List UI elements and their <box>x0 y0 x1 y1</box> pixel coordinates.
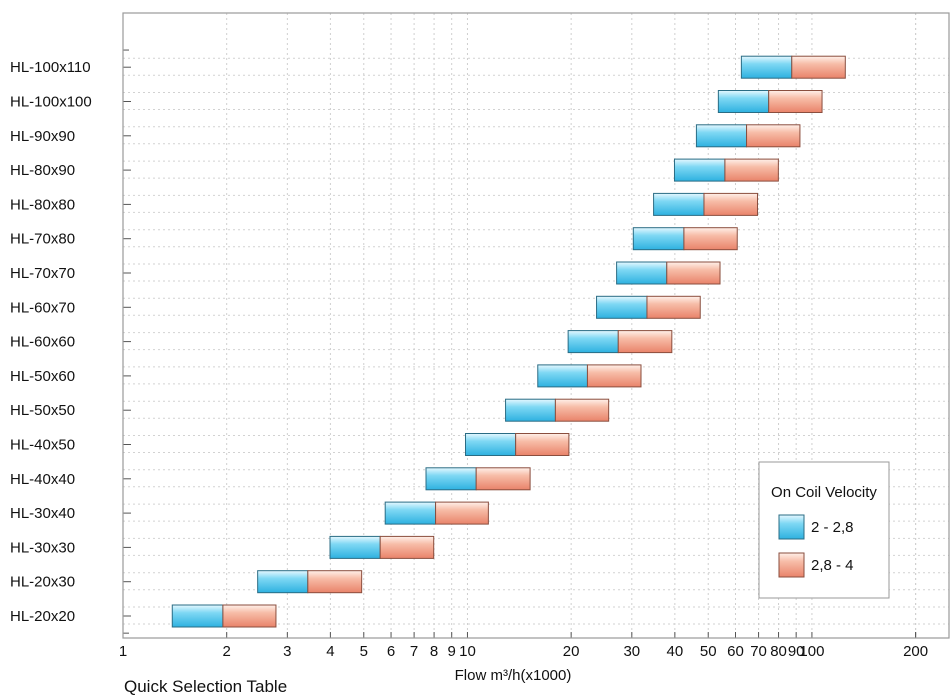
x-axis-title: Flow m³/h(x1000) <box>455 667 572 684</box>
category-label: HL-100x100 <box>10 94 92 111</box>
bar-low-velocity <box>673 158 726 182</box>
bar-high-velocity <box>646 295 701 319</box>
category-labels: HL-20x20 HL-20x30 HL-30x30 HL-30x40 HL-40x40… <box>10 59 92 625</box>
legend-label-high-velocity: 2,8 - 4 <box>811 557 854 574</box>
category-label: HL-80x80 <box>10 196 75 213</box>
bar-low-velocity <box>616 261 668 285</box>
category-label: HL-80x90 <box>10 162 75 179</box>
category-label: HL-70x80 <box>10 231 75 248</box>
bar-high-velocity <box>746 124 801 148</box>
bar-high-velocity <box>515 433 570 456</box>
bar-low-velocity <box>695 124 748 148</box>
bar-low-velocity <box>632 227 685 251</box>
category-label: HL-50x60 <box>10 368 75 385</box>
legend-swatch-high-velocity <box>778 552 805 578</box>
category-label: HL-70x70 <box>10 265 75 282</box>
category-label: HL-60x70 <box>10 299 75 316</box>
bar-high-velocity <box>791 55 846 79</box>
bar-low-velocity <box>596 295 648 319</box>
x-tick-label: 80 <box>770 643 787 660</box>
bar-low-velocity <box>425 467 477 491</box>
legend-swatch-low-velocity <box>778 514 805 540</box>
bar-high-velocity <box>475 467 531 491</box>
category-label: HL-20x20 <box>10 608 75 625</box>
x-tick-label: 50 <box>700 643 717 660</box>
bar-low-velocity <box>171 604 224 628</box>
bar-low-velocity <box>465 433 517 456</box>
x-tick-label: 100 <box>799 643 824 660</box>
x-tick-label: 70 <box>750 643 767 660</box>
x-tick-label: 4 <box>326 643 334 660</box>
category-label: HL-30x40 <box>10 505 75 522</box>
bar-low-velocity <box>567 330 619 354</box>
x-tick-label: 60 <box>727 643 744 660</box>
bar-low-velocity <box>384 501 437 525</box>
plot-frame <box>122 12 950 639</box>
category-label: HL-100x110 <box>10 59 91 76</box>
x-tick-label: 30 <box>623 643 640 660</box>
bar-low-velocity <box>653 192 705 216</box>
bars <box>171 55 846 628</box>
bar-high-velocity <box>666 261 721 285</box>
x-tick-label: 90 <box>788 643 805 660</box>
x-tick-label: 5 <box>360 643 368 660</box>
category-label: HL-50x50 <box>10 402 75 419</box>
bar-high-velocity <box>617 330 673 354</box>
x-tick-label: 8 <box>430 643 438 660</box>
x-tick-label: 1 <box>119 643 127 660</box>
bar-low-velocity <box>329 535 381 559</box>
x-tick-label: 2 <box>223 643 231 660</box>
bar-low-velocity <box>717 90 770 113</box>
category-label: HL-30x30 <box>10 539 75 556</box>
bar-high-velocity <box>379 535 435 559</box>
x-tick-label: 3 <box>283 643 291 660</box>
bar-low-velocity <box>537 364 588 388</box>
x-tick-label: 200 <box>903 643 928 660</box>
bar-high-velocity <box>703 192 758 216</box>
bar-high-velocity <box>724 158 779 182</box>
category-label: HL-40x40 <box>10 471 75 488</box>
bar-high-velocity <box>768 90 823 113</box>
category-label: HL-90x90 <box>10 128 75 145</box>
category-label: HL-20x30 <box>10 574 75 591</box>
bar-high-velocity <box>683 227 738 251</box>
chart-caption: Quick Selection Table <box>124 677 287 696</box>
x-tick-label: 6 <box>387 643 395 660</box>
legend-label-low-velocity: 2 - 2,8 <box>811 519 854 536</box>
bar-high-velocity <box>586 364 642 388</box>
x-tick-label: 7 <box>410 643 418 660</box>
bar-high-velocity <box>307 570 363 594</box>
x-tick-label: 20 <box>563 643 580 660</box>
bar-high-velocity <box>554 398 610 422</box>
x-tick-label: 10 <box>459 643 476 660</box>
bar-high-velocity <box>435 501 489 525</box>
x-tick-label: 9 <box>448 643 456 660</box>
legend: On Coil Velocity 2 - 2,8 2,8 - 4 <box>758 461 890 599</box>
bar-low-velocity <box>740 55 793 79</box>
bar-low-velocity <box>505 398 556 422</box>
legend-title: On Coil Velocity <box>771 484 877 501</box>
bar-low-velocity <box>257 570 309 594</box>
x-tick-label: 40 <box>667 643 684 660</box>
category-label: HL-40x50 <box>10 437 75 454</box>
bar-high-velocity <box>222 604 277 628</box>
category-label: HL-60x60 <box>10 334 75 351</box>
